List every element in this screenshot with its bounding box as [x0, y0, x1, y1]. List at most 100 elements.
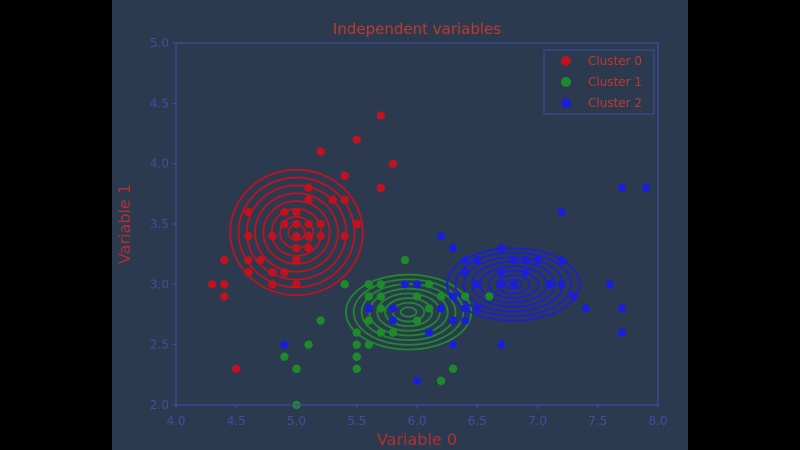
x-tick-label: 6.0 — [407, 414, 426, 428]
data-point-cluster-2-25 — [473, 304, 482, 313]
data-point-cluster-2-24 — [448, 340, 458, 349]
data-point-cluster-1-3 — [364, 292, 373, 301]
data-point-cluster-0-16 — [304, 243, 313, 253]
y-tick-label: 4.5 — [150, 96, 169, 110]
data-point-cluster-0-30 — [292, 219, 301, 229]
legend-marker-cluster-0 — [561, 56, 571, 66]
data-point-cluster-1-6 — [448, 364, 458, 373]
data-point-cluster-2-5 — [605, 280, 614, 289]
data-point-cluster-2-34 — [497, 280, 506, 289]
data-point-cluster-2-14 — [497, 268, 506, 277]
x-tick-label: 4.5 — [227, 414, 246, 428]
y-tick-label: 4.0 — [150, 157, 169, 171]
data-point-cluster-2-13 — [497, 243, 506, 253]
data-point-cluster-0-2 — [316, 147, 325, 156]
x-tick-label: 5.5 — [347, 414, 366, 428]
data-point-cluster-1-7 — [352, 364, 361, 373]
data-point-cluster-2-22 — [424, 328, 434, 337]
data-point-cluster-2-21 — [461, 304, 470, 313]
data-point-cluster-0-29 — [304, 183, 313, 192]
data-point-cluster-2-18 — [448, 243, 458, 253]
data-point-cluster-2-43 — [461, 268, 470, 277]
data-point-cluster-0-14 — [244, 231, 253, 241]
data-point-cluster-1-29 — [400, 256, 410, 265]
data-point-cluster-2-39 — [448, 316, 458, 325]
x-tick-label: 7.0 — [528, 414, 547, 428]
data-point-cluster-0-32 — [340, 195, 349, 205]
chart-figure: 4.0 4.5 5.0 5.5 6.0 6.5 7.0 7.5 8.0 2.0 2.5 3.0 3.5… — [112, 0, 688, 450]
x-tick-label: 5.0 — [287, 414, 306, 428]
data-point-cluster-2-31 — [388, 316, 398, 325]
legend-label-cluster-0: Cluster 0 — [588, 54, 642, 68]
data-point-cluster-2-38 — [521, 268, 530, 277]
data-point-cluster-0-9 — [292, 231, 301, 241]
data-point-cluster-0-20 — [256, 256, 265, 265]
contour-ellipse-0-5 — [254, 192, 339, 273]
data-point-cluster-2-1 — [641, 183, 651, 192]
data-point-cluster-1-1 — [280, 352, 289, 361]
data-point-cluster-0-1 — [352, 135, 361, 144]
data-point-cluster-0-10 — [340, 231, 349, 241]
data-point-cluster-1-33 — [376, 292, 386, 301]
legend-marker-cluster-2 — [561, 98, 571, 108]
data-point-cluster-0-7 — [292, 207, 301, 217]
data-point-cluster-0-23 — [220, 280, 229, 289]
data-point-cluster-0-24 — [207, 280, 217, 289]
data-point-cluster-2-2 — [557, 207, 566, 217]
data-point-cluster-0-4 — [388, 159, 398, 168]
y-tick-label: 3.5 — [150, 217, 169, 231]
data-point-cluster-1-14 — [340, 280, 349, 289]
data-point-cluster-2-10 — [557, 256, 566, 265]
contour-ellipse-1-3 — [384, 297, 433, 328]
legend-marker-cluster-1 — [561, 77, 571, 87]
data-point-cluster-0-25 — [220, 292, 229, 301]
data-point-cluster-2-28 — [436, 304, 446, 313]
x-axis-label: Variable 0 — [377, 430, 457, 449]
data-point-cluster-1-26 — [364, 316, 373, 325]
x-tick-label: 4.0 — [166, 414, 185, 428]
data-point-cluster-1-11 — [376, 304, 386, 313]
data-point-cluster-2-0 — [617, 183, 627, 192]
data-point-cluster-0-35 — [352, 219, 361, 229]
contour-ellipse-1-1 — [399, 306, 418, 318]
chart-title: Independent variables — [333, 20, 501, 38]
data-point-cluster-2-26 — [461, 316, 470, 325]
data-point-cluster-0-8 — [280, 219, 289, 229]
data-point-cluster-0-31 — [316, 231, 325, 241]
data-point-cluster-2-40 — [473, 280, 482, 289]
data-point-cluster-1-38 — [376, 280, 386, 289]
data-point-cluster-0-43 — [268, 280, 277, 289]
data-point-cluster-1-28 — [424, 280, 434, 289]
data-point-cluster-1-20 — [388, 328, 398, 337]
y-tick-label: 2.5 — [150, 338, 169, 352]
data-point-cluster-0-15 — [244, 207, 253, 217]
data-point-cluster-1-5 — [436, 376, 446, 386]
data-point-cluster-1-12 — [364, 280, 373, 289]
data-point-cluster-0-37 — [304, 195, 313, 205]
data-point-cluster-2-29 — [412, 280, 422, 289]
data-point-cluster-1-37 — [292, 364, 301, 373]
data-point-cluster-0-26 — [232, 364, 241, 373]
data-point-cluster-1-35 — [436, 292, 446, 301]
data-point-cluster-1-21 — [412, 316, 422, 325]
data-point-cluster-0-21 — [244, 268, 253, 277]
data-point-cluster-2-37 — [533, 256, 542, 265]
data-point-cluster-2-44 — [545, 280, 554, 289]
contour-ellipse-2-3 — [487, 269, 540, 299]
data-point-cluster-2-7 — [569, 292, 578, 301]
y-tick-label: 5.0 — [150, 36, 169, 50]
data-point-cluster-2-20 — [448, 292, 458, 301]
contour-ellipse-2-7 — [454, 251, 573, 317]
data-point-cluster-0-11 — [304, 219, 313, 229]
legend: Cluster 0 Cluster 1 Cluster 2 — [543, 49, 655, 115]
data-point-cluster-1-9 — [352, 340, 361, 349]
data-point-cluster-0-18 — [292, 243, 301, 253]
data-point-cluster-0-36 — [280, 207, 289, 217]
data-point-cluster-1-16 — [461, 292, 470, 301]
data-point-cluster-0-41 — [328, 195, 337, 205]
data-point-cluster-2-12 — [509, 256, 518, 265]
data-point-cluster-2-35 — [557, 280, 566, 289]
contour-ellipse-2-8 — [446, 247, 581, 322]
data-point-cluster-2-23 — [412, 376, 422, 386]
data-point-cluster-0-28 — [280, 268, 289, 277]
